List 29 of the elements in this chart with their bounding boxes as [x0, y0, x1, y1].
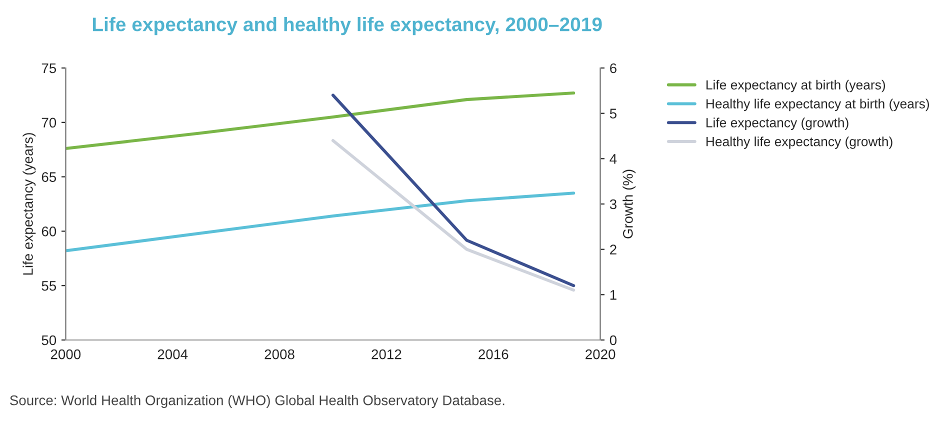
y2-tick-label: 5 [610, 108, 616, 119]
y-axis-title: Life expectancy (years) [22, 133, 36, 275]
x-tick-label: 2008 [264, 349, 294, 360]
x-tick-label: 2012 [372, 349, 402, 360]
y2-tick-label: 4 [610, 154, 617, 164]
legend-label: Healthy life expectancy (growth) [706, 136, 892, 149]
y2-tick-label: 6 [610, 63, 616, 74]
y-tick-label: 55 [42, 281, 56, 291]
legend-label: Life expectancy (growth) [706, 118, 848, 130]
line-series [66, 192, 576, 252]
y-tick-label: 75 [42, 63, 56, 74]
y-tick-label: 60 [42, 226, 56, 236]
y-tick-label: 65 [42, 172, 56, 182]
legend-label: Healthy life expectancy at birth (years) [706, 98, 930, 112]
x-tick-label: 2020 [586, 349, 616, 360]
x-tick-label: 2000 [50, 349, 81, 360]
y2-axis-title: Growth (%) [622, 170, 636, 238]
x-tick-label: 2004 [158, 349, 188, 360]
y-tick-label: 70 [42, 118, 56, 128]
y2-tick-label: 3 [610, 199, 616, 210]
source-note: Source: World Health Organization (WHO) Global Health Observatory Database. [10, 395, 504, 408]
chart-title: Life expectancy and healthy life expectancy, 2000–2019 [92, 17, 602, 36]
y2-tick-label: 0 [610, 335, 617, 346]
x-tick-label: 2016 [478, 349, 508, 360]
y2-tick-label: 1 [610, 290, 616, 300]
legend-label: Life expectancy at birth (years) [706, 80, 886, 92]
y-tick-label: 50 [42, 335, 56, 346]
y2-tick-label: 2 [610, 244, 616, 254]
line-series [66, 91, 576, 150]
